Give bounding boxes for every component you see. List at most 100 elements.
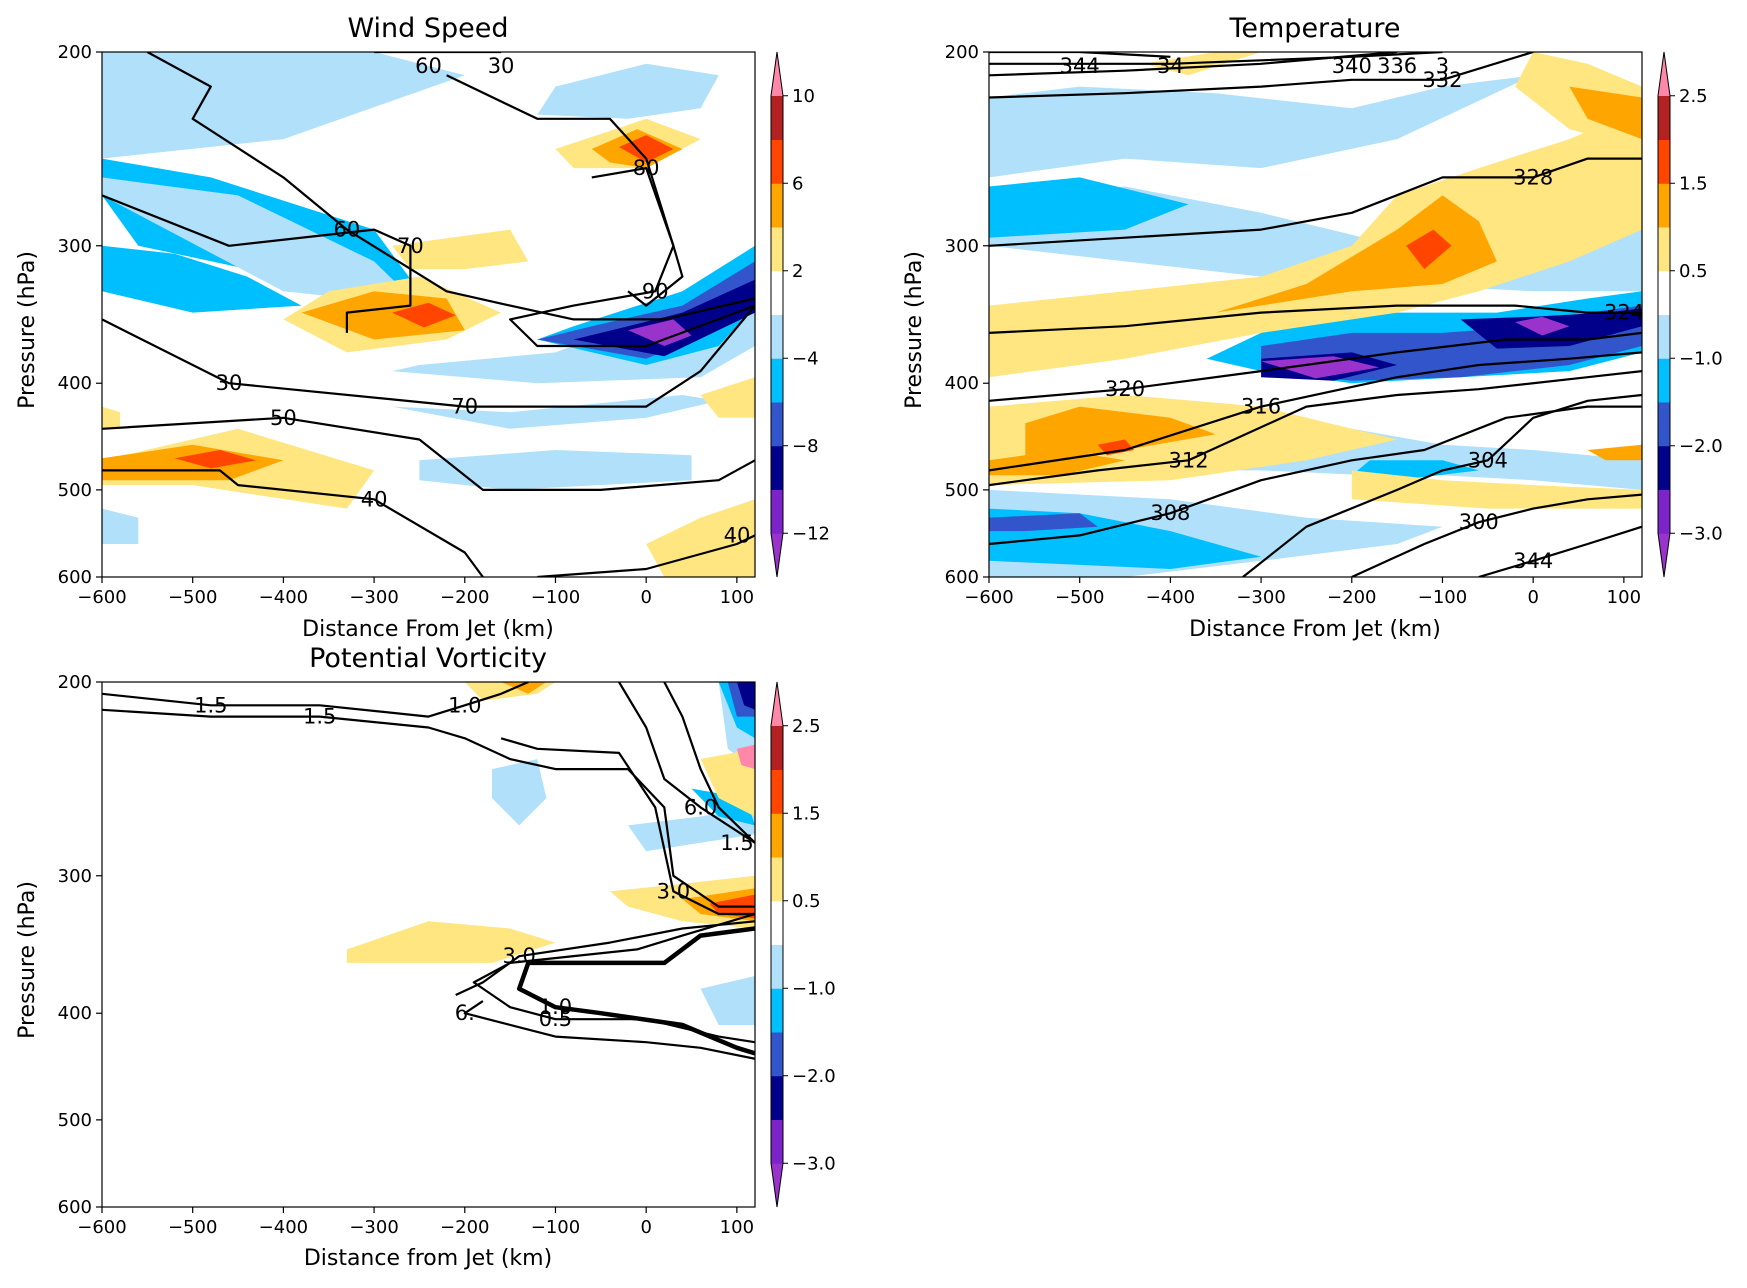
y-axis-label: Pressure (hPa) — [902, 251, 927, 409]
fill-region-1 — [102, 52, 465, 159]
colorbar-segment — [771, 1075, 783, 1120]
colorbar-segment — [771, 988, 783, 1033]
x-tick-label: −500 — [168, 1217, 217, 1238]
y-tick-label: 300 — [58, 236, 92, 257]
fill-region-21 — [1215, 195, 1497, 313]
potential-vorticity-panel: Potential Vorticity 1.5 1.56.03.01.00.53.… — [15, 643, 836, 1271]
fill-region-11 — [989, 513, 1098, 532]
colorbar-tick-label: 0.5 — [792, 891, 821, 912]
colorbar-tick-label: 1.5 — [1679, 173, 1708, 194]
fill-region-24 — [174, 450, 257, 469]
contour-label: 320 — [1105, 377, 1145, 401]
colorbar-segment-top — [1658, 52, 1670, 96]
contour-label: 328 — [1513, 165, 1553, 189]
contour-line-1 — [102, 304, 755, 408]
x-tick-label: −500 — [168, 587, 217, 608]
fill-region-16 — [989, 108, 1642, 378]
colorbar-tick-label: −4 — [792, 348, 819, 369]
fill-region-12 — [628, 319, 692, 346]
contour-line-8 — [537, 534, 755, 577]
panel-title: Potential Vorticity — [309, 643, 547, 674]
x-tick-label: −100 — [1418, 587, 1467, 608]
y-tick-label: 500 — [58, 1110, 92, 1131]
fill-region-23 — [392, 302, 456, 328]
colorbar-segment — [771, 358, 783, 403]
y-tick-label: 600 — [945, 567, 979, 588]
axes-layer: −600 −500 −400 −300 −200 −100 0 100 200 300 400 500… — [58, 42, 756, 608]
contour-label: 1.5 — [303, 705, 336, 729]
colorbar-segment — [771, 139, 783, 184]
x-tick-label: −400 — [1146, 587, 1195, 608]
fill-region-26 — [1406, 229, 1452, 270]
contour-line-4 — [446, 74, 755, 348]
contour-line-5 — [472, 912, 755, 1044]
contour-line-1 — [989, 52, 1443, 65]
x-tick-label: −400 — [259, 587, 308, 608]
colorbar-segment — [771, 402, 783, 447]
x-tick-label: 100 — [720, 587, 754, 608]
contour-line-0 — [989, 52, 1171, 58]
contour-label: 324 — [1604, 301, 1644, 325]
y-axis-label: Pressure (hPa) — [15, 881, 40, 1039]
colorbar-segment — [771, 725, 783, 770]
fill-region-11 — [700, 748, 755, 817]
y-tick-label: 400 — [945, 373, 979, 394]
x-tick-label: −200 — [440, 587, 489, 608]
contour-layer: 60 70 70 60 90 80 50 40 40 30 30 — [102, 52, 755, 577]
colorbar: 2.5 1.5 0.5 −1.0 −2.0 −3.0 — [1657, 51, 1723, 578]
contour-line-7 — [102, 469, 484, 577]
contour-line-4 — [516, 926, 755, 1056]
colorbar-tick-label: 10 — [792, 86, 815, 107]
fill-region-5 — [392, 395, 719, 429]
colorbar-segment — [771, 489, 783, 534]
contour-label: 308 — [1150, 501, 1190, 525]
colorbar-tick-label: 0.5 — [1679, 261, 1708, 282]
contour-label: 300 — [1459, 510, 1499, 534]
colorbar-tick-label: −2.0 — [792, 1066, 836, 1087]
contour-label: 6. — [455, 1001, 475, 1025]
colorbar-tick-label: 2.5 — [792, 716, 821, 737]
contour-label: 344 — [1060, 54, 1100, 78]
contour-label: 0.5 — [539, 1007, 572, 1031]
colorbar-segment — [771, 769, 783, 814]
colorbar-segment — [1658, 314, 1670, 359]
colorbar-segment-top — [771, 682, 783, 726]
contour-line-2 — [618, 682, 755, 844]
x-axis-label: Distance From Jet (km) — [302, 617, 554, 642]
y-tick-label: 400 — [58, 373, 92, 394]
contour-label: 304 — [1468, 448, 1508, 472]
contour-line-8 — [463, 1000, 755, 1060]
contour-layer: 1.5 1.56.03.01.00.53.01.56.1.0 — [102, 682, 755, 1060]
contour-line-3 — [989, 52, 1534, 99]
contour-line-1 — [102, 708, 755, 908]
colorbar-segment-bottom — [1658, 533, 1670, 577]
fill-region-6 — [989, 177, 1189, 238]
colorbar-tick-label: 1.5 — [792, 803, 821, 824]
y-tick-label: 300 — [945, 236, 979, 257]
colorbar-segment — [771, 314, 783, 359]
fill-region-15 — [736, 744, 755, 770]
fill-region-22 — [1025, 406, 1216, 461]
panel-title: Temperature — [1228, 13, 1400, 44]
fill-region-18 — [646, 499, 755, 577]
colorbar-segment — [771, 445, 783, 490]
contour-label: 3.0 — [657, 879, 690, 903]
contour-line-12 — [1478, 525, 1642, 577]
colorbar-tick-label: −8 — [792, 436, 819, 457]
contour-label: 3 — [1436, 54, 1449, 78]
colorbar-tick-label: 2.5 — [1679, 86, 1708, 107]
colorbar-segment — [1658, 358, 1670, 403]
x-tick-label: −400 — [259, 1217, 308, 1238]
y-tick-label: 200 — [945, 42, 979, 63]
colorbar-segment-bottom — [771, 533, 783, 577]
colorbar-tick-label: −12 — [792, 523, 830, 544]
colorbar-tick-label: 2 — [792, 261, 803, 282]
contour-line-5 — [989, 304, 1642, 334]
x-tick-label: −300 — [349, 587, 398, 608]
contour-label: 60 — [334, 218, 361, 242]
contour-label: 50 — [270, 406, 297, 430]
fill-region-4 — [989, 108, 1216, 159]
contour-label: 1.0 — [539, 995, 572, 1019]
colorbar-segment — [1658, 445, 1670, 490]
